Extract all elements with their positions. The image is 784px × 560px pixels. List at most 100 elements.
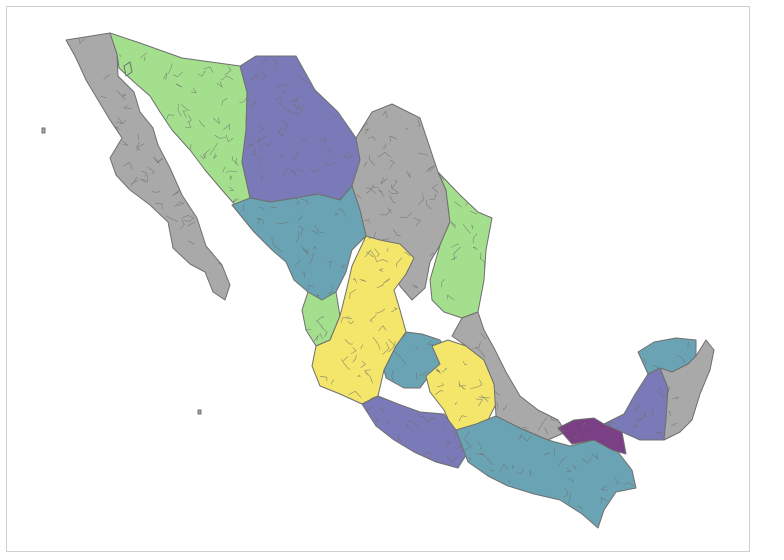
municipality-border: [557, 456, 567, 467]
municipality-border: [418, 193, 424, 205]
municipality-border: [246, 143, 254, 149]
municipality-border: [529, 470, 532, 477]
municipality-border: [450, 221, 457, 229]
municipality-border: [435, 390, 444, 395]
municipality-border: [221, 97, 228, 106]
municipality-border: [188, 240, 195, 245]
municipality-border: [243, 204, 246, 211]
municipality-border: [480, 394, 490, 399]
municipality-border: [494, 390, 501, 396]
municipality-border: [385, 420, 391, 424]
municipality-border: [136, 143, 145, 151]
region-chihuahua[interactable]: [239, 55, 361, 203]
municipality-border: [422, 451, 432, 457]
municipality-border: [314, 225, 325, 234]
municipality-border: [591, 452, 599, 460]
municipality-border: [294, 259, 301, 267]
municipality-border: [450, 243, 459, 248]
municipality-border: [122, 140, 129, 146]
municipality-border: [459, 384, 466, 390]
municipality-border: [496, 402, 499, 410]
municipality-border: [319, 332, 323, 339]
municipality-border: [341, 264, 346, 269]
municipality-border: [567, 477, 574, 483]
municipality-border: [294, 95, 300, 102]
municipality-border: [391, 370, 395, 382]
region-tabasco[interactable]: [557, 417, 627, 455]
region-quintana-roo[interactable]: [659, 339, 715, 441]
municipality-border: [119, 54, 122, 57]
municipality-border: [278, 131, 284, 138]
municipality-border: [310, 167, 321, 173]
island-revillagigedo: [197, 409, 202, 415]
municipality-border: [468, 457, 472, 461]
municipality-border: [277, 85, 285, 88]
municipality-border: [463, 431, 470, 440]
municipality-border: [272, 64, 278, 71]
municipality-border: [387, 207, 392, 214]
municipality-border: [121, 94, 126, 97]
municipality-border: [577, 505, 583, 509]
municipality-border: [488, 469, 495, 472]
municipality-border: [184, 217, 195, 222]
municipality-border: [213, 153, 218, 159]
municipality-border: [181, 104, 190, 112]
region-sinaloa-durango[interactable]: [231, 185, 367, 301]
municipality-border: [364, 128, 370, 135]
municipality-border: [316, 319, 324, 328]
municipality-border: [388, 159, 395, 170]
municipality-border: [311, 230, 319, 235]
municipality-border: [400, 212, 412, 218]
municipality-border: [365, 187, 376, 194]
municipality-border: [132, 176, 138, 184]
municipality-border: [378, 189, 385, 197]
municipality-border: [155, 203, 163, 210]
municipality-border: [454, 201, 462, 208]
municipality-border: [447, 294, 455, 301]
municipality-border: [397, 433, 402, 441]
municipality-border: [298, 226, 304, 236]
municipality-border: [130, 179, 139, 187]
municipality-border: [470, 384, 482, 389]
municipality-border: [369, 315, 377, 323]
municipality-border: [503, 404, 508, 411]
municipality-border: [404, 252, 411, 257]
municipality-border: [228, 186, 235, 191]
municipality-border: [278, 101, 293, 113]
municipality-border: [148, 166, 155, 174]
municipality-border: [316, 293, 320, 297]
municipality-border: [313, 334, 319, 342]
municipality-border: [632, 424, 639, 429]
municipality-border: [301, 245, 309, 254]
municipality-border: [359, 122, 369, 133]
municipality-border: [406, 171, 411, 178]
municipality-border: [278, 154, 286, 158]
municipality-border: [378, 325, 387, 332]
municipality-border: [425, 166, 433, 172]
municipality-border: [116, 90, 126, 101]
municipality-border: [177, 202, 185, 206]
municipality-border: [572, 435, 580, 439]
municipality-border: [472, 246, 479, 251]
municipality-border: [371, 186, 380, 189]
municipality-border: [357, 375, 361, 377]
municipality-border: [372, 336, 381, 350]
municipality-border: [364, 161, 368, 167]
municipality-border: [271, 236, 275, 248]
municipality-border: [275, 245, 283, 253]
municipality-border: [458, 380, 467, 387]
municipality-border: [182, 110, 187, 118]
municipality-border: [378, 268, 384, 273]
region-baja-california[interactable]: [65, 32, 231, 301]
municipality-border: [141, 170, 148, 177]
municipality-border: [332, 115, 337, 117]
municipality-border: [352, 277, 357, 284]
municipality-border: [235, 157, 239, 167]
municipality-border: [364, 219, 370, 224]
municipality-border: [343, 355, 348, 362]
municipality-border: [391, 136, 398, 140]
municipality-border: [297, 74, 309, 84]
municipality-border: [281, 118, 287, 126]
municipality-border: [123, 162, 133, 170]
